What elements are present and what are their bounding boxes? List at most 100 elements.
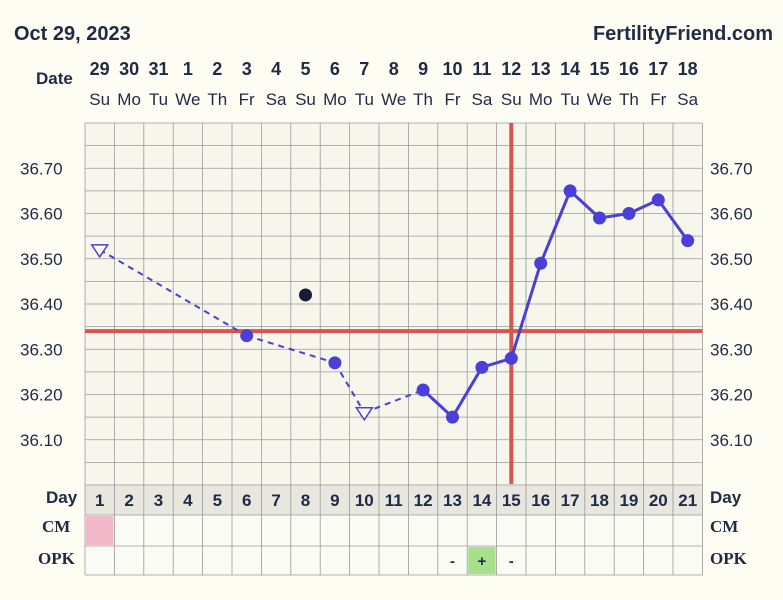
- weekday-label: We: [381, 90, 406, 109]
- temp-segment: [451, 366, 484, 418]
- temp-point-open: [90, 244, 110, 259]
- date-label: 1: [183, 59, 193, 79]
- temp-segment: [509, 262, 543, 359]
- cycle-day-label: 13: [443, 491, 462, 510]
- temp-point: [240, 329, 254, 343]
- y-tick-label-left: 36.10: [20, 431, 63, 450]
- day-row-band: [85, 485, 703, 515]
- date-label: 16: [619, 59, 639, 79]
- date-label: 6: [330, 59, 340, 79]
- weekday-label: Sa: [472, 90, 493, 109]
- date-label: 29: [90, 59, 110, 79]
- day-row-label-left: Day: [46, 488, 78, 507]
- weekday-label: Mo: [117, 90, 141, 109]
- cycle-day-label: 14: [472, 491, 491, 510]
- y-tick-label-right: 36.70: [710, 159, 753, 178]
- date-label: 30: [119, 59, 139, 79]
- chart-labels: 36.70 36.70 36.60 36.60 36.50 36.50 36.40 36.40…: [20, 59, 753, 570]
- day-row-label-right: Day: [710, 488, 742, 507]
- cycle-day-label: 4: [183, 491, 193, 510]
- y-tick-label-right: 36.50: [710, 250, 753, 269]
- chart-grid: [84, 122, 703, 576]
- cm-row-label-right: CM: [710, 517, 738, 536]
- y-tick-label-left: 36.30: [20, 340, 63, 359]
- weekday-label: Su: [501, 90, 522, 109]
- date-label: 14: [560, 59, 580, 79]
- date-label: 13: [531, 59, 551, 79]
- site-name: FertilityFriend.com: [593, 23, 773, 45]
- weekday-label: Sa: [677, 90, 698, 109]
- cycle-day-label: 15: [502, 491, 521, 510]
- temp-point: [475, 360, 489, 374]
- opk-row-label-left: OPK: [38, 549, 76, 568]
- chart-marks: [90, 184, 695, 424]
- date-label: 17: [648, 59, 668, 79]
- y-tick-label-right: 36.30: [710, 340, 753, 359]
- date-label: 9: [418, 59, 428, 79]
- weekday-label: Fr: [650, 90, 666, 109]
- temp-point-open: [354, 407, 374, 422]
- weekday-label: Tu: [355, 90, 374, 109]
- cm-opk-band: [85, 515, 703, 575]
- y-tick-label-left: 36.20: [20, 386, 63, 405]
- temp-segment: [422, 388, 454, 419]
- cycle-day-label: 19: [619, 491, 638, 510]
- cm-row-label-left: CM: [42, 517, 70, 536]
- temp-point: [651, 193, 665, 207]
- date-label: 11: [472, 59, 491, 79]
- cycle-day-label: 1: [95, 491, 104, 510]
- date-label: 4: [271, 59, 281, 79]
- cycle-day-label: 21: [678, 491, 697, 510]
- date-label: 31: [148, 59, 168, 79]
- weekday-label: Tu: [560, 90, 579, 109]
- cycle-day-label: 10: [355, 491, 374, 510]
- opk-row-label-right: OPK: [710, 549, 748, 568]
- y-tick-label-right: 36.20: [710, 386, 753, 405]
- opk-value: -: [509, 553, 514, 570]
- cycle-day-label: 5: [213, 491, 222, 510]
- temp-point: [593, 211, 606, 225]
- y-tick-label-right: 36.60: [710, 205, 753, 224]
- y-tick-label-left: 36.40: [20, 295, 63, 314]
- date-label: 18: [678, 59, 698, 79]
- weekday-label: We: [175, 90, 200, 109]
- date-label: 7: [359, 59, 369, 79]
- y-tick-label-right: 36.40: [710, 295, 753, 314]
- temp-point: [446, 410, 459, 424]
- cycle-day-label: 6: [242, 491, 251, 510]
- cycle-day-label: 16: [531, 491, 550, 510]
- weekday-label: Fr: [239, 90, 255, 109]
- date-label: 3: [242, 59, 252, 79]
- y-tick-label-right: 36.10: [710, 431, 753, 450]
- cycle-day-label: 18: [590, 491, 609, 510]
- cycle-day-label: 8: [301, 491, 310, 510]
- weekday-label: Th: [207, 90, 227, 109]
- opk-positive-cell: [468, 547, 496, 574]
- date-label: 2: [212, 59, 222, 79]
- chart-lines: [85, 123, 703, 484]
- y-tick-label-left: 36.50: [20, 250, 63, 269]
- date-label: 15: [589, 59, 609, 79]
- date-label: 10: [442, 59, 462, 79]
- temp-point: [563, 184, 577, 198]
- opk-value: -: [450, 553, 455, 570]
- weekday-label: Su: [295, 90, 316, 109]
- weekday-label: Fr: [444, 90, 460, 109]
- cycle-day-label: 9: [330, 491, 339, 510]
- temp-segment: [539, 190, 572, 264]
- cycle-day-label: 3: [154, 491, 163, 510]
- date-label: 5: [300, 59, 310, 79]
- cm-cell: [86, 516, 114, 545]
- weekday-label: Th: [413, 90, 433, 109]
- cm-opk-cells: [86, 516, 496, 574]
- cycle-day-label: 11: [385, 491, 403, 510]
- temp-segment: [657, 199, 689, 242]
- temp-segment: [334, 362, 366, 414]
- cycle-day-label: 12: [414, 491, 433, 510]
- weekday-label: Th: [619, 90, 639, 109]
- weekday-label: Mo: [323, 90, 347, 109]
- opk-value: +: [478, 553, 487, 570]
- cycle-day-label: 17: [561, 491, 580, 510]
- weekday-label: Sa: [266, 90, 287, 109]
